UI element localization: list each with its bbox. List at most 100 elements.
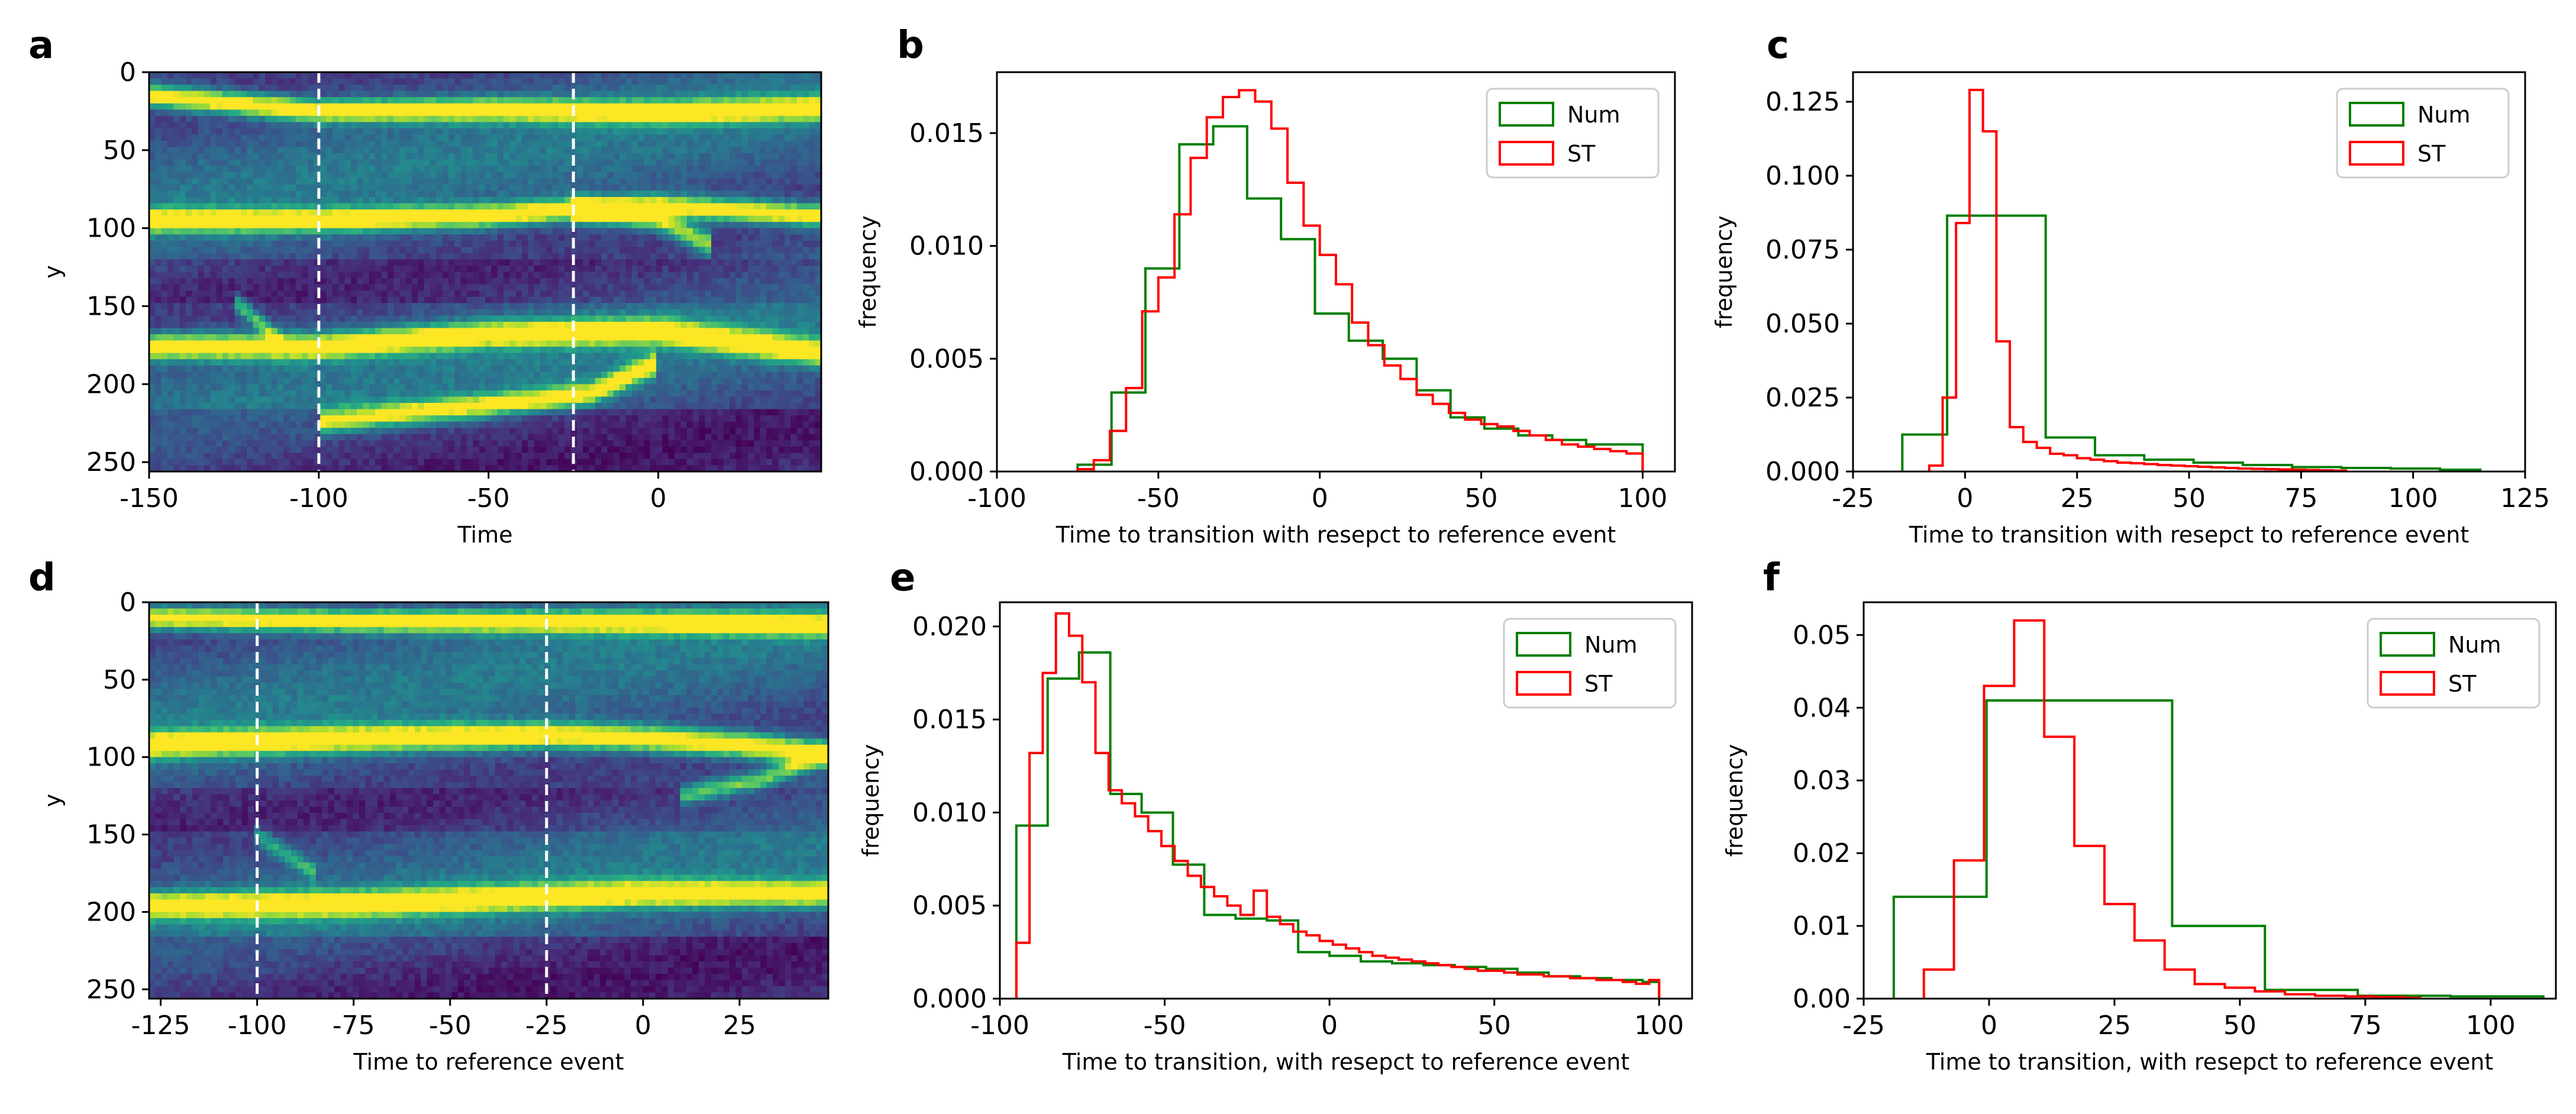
heatmap-cell <box>277 340 284 347</box>
heatmap-cell <box>436 377 443 385</box>
heatmap-cell <box>607 128 614 135</box>
heatmap-cell <box>418 453 425 460</box>
heatmap-cell <box>149 172 156 179</box>
heatmap-cell <box>534 284 541 291</box>
heatmap-cell <box>399 215 406 222</box>
heatmap-cell <box>479 215 486 222</box>
heatmap-cell <box>277 278 284 285</box>
heatmap-cell <box>332 402 339 410</box>
heatmap-cell <box>540 377 547 385</box>
heatmap-cell <box>363 440 370 447</box>
heatmap-cell <box>295 91 302 98</box>
heatmap-cell <box>515 228 522 235</box>
heatmap-cell <box>485 272 492 279</box>
heatmap-cell <box>595 190 602 198</box>
heatmap-cell <box>320 428 327 435</box>
heatmap-cell <box>216 372 223 379</box>
heatmap-cell <box>326 228 333 235</box>
heatmap-cell <box>167 134 175 141</box>
heatmap-cell <box>344 290 351 298</box>
heatmap-cell <box>607 384 614 391</box>
heatmap-cell <box>558 234 566 241</box>
heatmap-cell <box>589 278 596 285</box>
heatmap-cell <box>564 377 572 385</box>
heatmap-cell <box>259 78 266 85</box>
heatmap-cell <box>210 415 217 422</box>
heatmap-cell <box>228 290 235 298</box>
heatmap-cell <box>473 334 480 341</box>
heatmap-cell <box>454 91 461 98</box>
heatmap-cell <box>521 453 529 460</box>
heatmap-cell <box>302 134 309 141</box>
heatmap-cell <box>369 377 376 385</box>
heatmap-cell <box>357 384 364 391</box>
heatmap-cell <box>198 390 205 398</box>
heatmap-cell <box>381 446 388 454</box>
heatmap-cell <box>552 172 559 179</box>
heatmap-cell <box>619 228 627 235</box>
heatmap-cell <box>210 103 217 111</box>
heatmap-cell <box>295 359 302 366</box>
heatmap-cell <box>161 141 168 148</box>
heatmap-cell <box>185 453 193 460</box>
heatmap-cell <box>222 103 230 111</box>
heatmap-cell <box>405 147 412 154</box>
heatmap-cell <box>228 458 235 466</box>
heatmap-cell <box>473 91 480 98</box>
heatmap-cell <box>283 234 290 241</box>
heatmap-cell <box>167 421 175 428</box>
heatmap-cell <box>216 178 223 185</box>
heatmap-cell <box>418 296 425 304</box>
heatmap-cell <box>185 134 193 141</box>
heatmap-cell <box>467 72 474 79</box>
heatmap-cell <box>589 384 596 391</box>
heatmap-cell <box>216 296 223 304</box>
heatmap-cell <box>179 353 186 360</box>
heatmap-cell <box>424 265 431 273</box>
heatmap-cell <box>350 97 357 104</box>
heatmap-cell <box>613 465 620 472</box>
heatmap-cell <box>424 315 431 322</box>
heatmap-cell <box>442 147 449 154</box>
heatmap-cell <box>491 128 498 135</box>
heatmap-cell <box>430 365 437 373</box>
panel-letter-c: c <box>1767 24 1789 67</box>
heatmap-cell <box>228 440 235 447</box>
heatmap-cell <box>149 303 156 310</box>
heatmap-cell <box>607 109 614 117</box>
heatmap-cell <box>363 247 370 254</box>
heatmap-cell <box>540 215 547 222</box>
heatmap-cell <box>497 134 504 141</box>
heatmap-cell <box>601 434 608 441</box>
heatmap-cell <box>277 159 284 167</box>
heatmap-cell <box>173 72 180 79</box>
heatmap-cell <box>381 78 388 85</box>
heatmap-cell <box>546 134 553 141</box>
heatmap-cell <box>442 128 449 135</box>
heatmap-cell <box>534 115 541 123</box>
heatmap-cell <box>497 141 504 148</box>
heatmap-cell <box>613 234 620 241</box>
heatmap-cell <box>485 228 492 235</box>
heatmap-cell <box>350 196 357 204</box>
heatmap-cell <box>448 372 456 379</box>
heatmap-cell <box>149 166 156 173</box>
heatmap-cell <box>179 128 186 135</box>
heatmap-cell <box>240 296 248 304</box>
heatmap-cell <box>521 184 529 192</box>
heatmap-cell <box>161 290 168 298</box>
heatmap-cell <box>552 97 559 104</box>
heatmap-cell <box>295 372 302 379</box>
heatmap-cell <box>363 465 370 472</box>
heatmap-cell <box>253 402 260 410</box>
heatmap-cell <box>338 303 346 310</box>
heatmap-cell <box>454 290 461 298</box>
heatmap-cell <box>515 115 522 123</box>
heatmap-cell <box>393 365 401 373</box>
heatmap-cell <box>338 309 346 317</box>
heatmap-cell <box>509 253 517 260</box>
heatmap-cell <box>418 209 425 217</box>
heatmap-cell <box>265 434 272 441</box>
heatmap-cell <box>265 465 272 472</box>
heatmap-cell <box>528 446 535 454</box>
